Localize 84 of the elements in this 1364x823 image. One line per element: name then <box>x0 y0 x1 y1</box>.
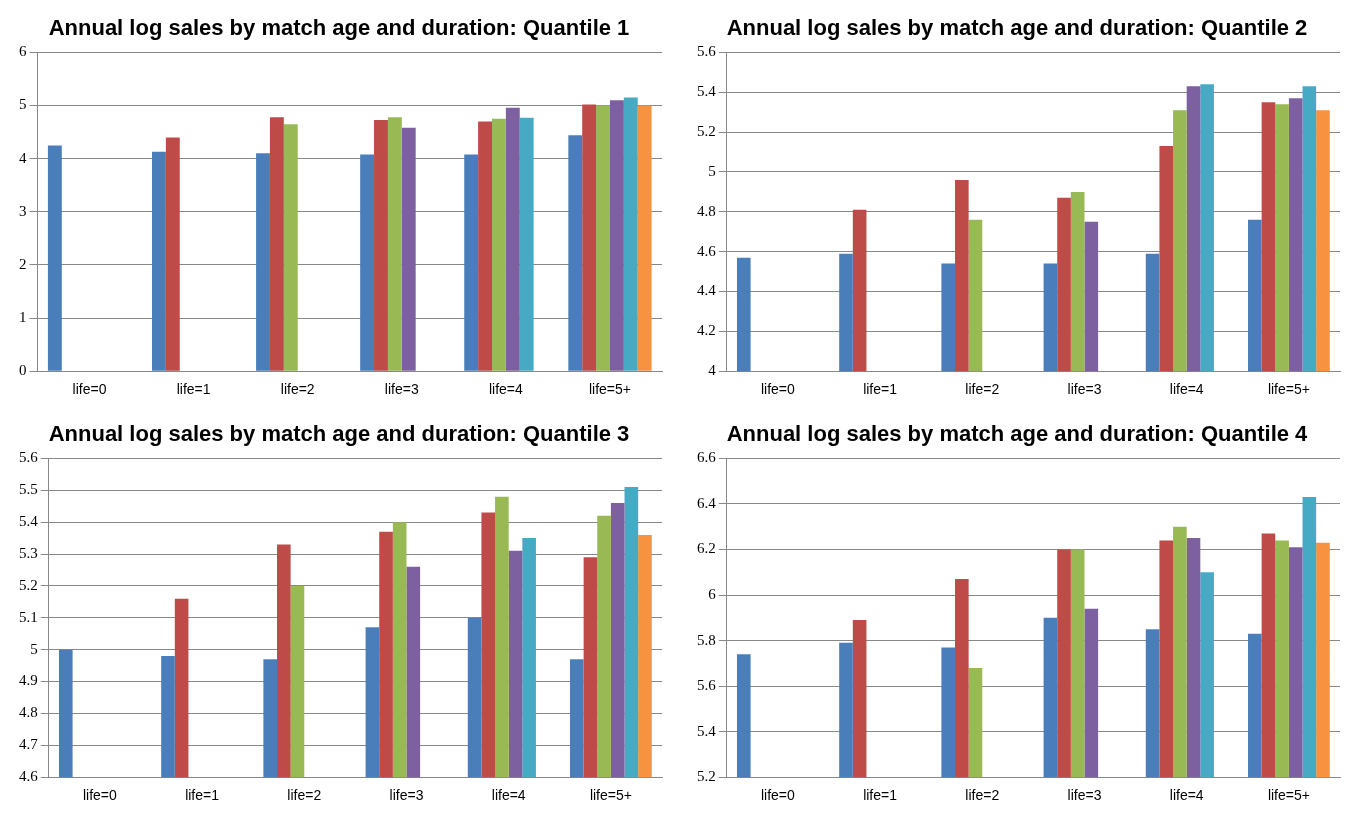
y-tick-label: 6 <box>708 585 717 602</box>
bar <box>387 117 402 371</box>
y-tick-label: 5.2 <box>697 768 716 785</box>
bar <box>360 154 375 371</box>
bar <box>582 104 597 371</box>
bar <box>478 121 492 371</box>
y-tick-label: 5.4 <box>697 83 717 100</box>
chart-title: Annual log sales by match age and duration: Quantile 4 <box>726 421 1309 447</box>
y-tick-label: 4.6 <box>19 768 39 785</box>
bar <box>623 97 638 371</box>
y-tick-label: 5.4 <box>697 722 717 739</box>
y-tick-label: 4.4 <box>697 282 717 299</box>
y-tick-label: 4 <box>19 149 27 166</box>
y-tick-label: 4.7 <box>19 736 39 753</box>
chart-title: Annual log sales by match age and duration: Quantile 2 <box>726 15 1308 41</box>
bar <box>283 124 298 371</box>
x-tick-label: life=0 <box>82 787 117 804</box>
bar <box>609 100 624 371</box>
x-tick-label: life=0 <box>760 787 795 804</box>
x-tick-label: life=3 <box>1067 787 1102 804</box>
bar <box>519 117 534 371</box>
bar <box>256 153 270 371</box>
y-tick-label: 4.8 <box>697 202 716 219</box>
x-tick-label: life=0 <box>72 381 107 398</box>
x-tick-label: life=1 <box>863 381 898 398</box>
y-tick-label: 5.3 <box>19 544 38 561</box>
y-tick-label: 5.4 <box>19 513 39 530</box>
x-tick-label: life=4 <box>1169 787 1204 804</box>
y-tick-label: 5 <box>30 640 38 657</box>
bar <box>505 107 520 371</box>
x-tick-label: life=5+ <box>589 787 632 804</box>
bar <box>401 127 416 371</box>
x-tick-label: life=1 <box>863 787 898 804</box>
y-tick-label: 5.6 <box>697 43 717 60</box>
y-tick-label: 5 <box>708 162 716 179</box>
chart-title: Annual log sales by match age and duration: Quantile 1 <box>48 15 630 41</box>
x-tick-label: life=5+ <box>588 381 631 398</box>
x-tick-label: life=5+ <box>1267 381 1310 398</box>
x-tick-label: life=4 <box>1169 381 1204 398</box>
bar <box>269 117 284 371</box>
bar <box>165 137 180 371</box>
y-tick-label: 2 <box>19 255 27 272</box>
x-tick-label: life=3 <box>384 381 419 398</box>
y-tick-label: 4 <box>708 362 717 379</box>
y-tick-label: 6.6 <box>697 449 717 466</box>
y-tick-label: 5.2 <box>697 123 716 140</box>
y-tick-label: 6 <box>19 43 27 60</box>
chart-title: Annual log sales by match age and duration: Quantile 3 <box>48 421 630 447</box>
x-tick-label: life=0 <box>760 381 795 398</box>
y-tick-label: 6.4 <box>697 494 717 511</box>
y-tick-label: 0 <box>19 362 27 379</box>
y-tick-label: 4.6 <box>697 242 717 259</box>
x-tick-label: life=5+ <box>1267 787 1310 804</box>
y-tick-label: 5.8 <box>697 631 716 648</box>
y-tick-label: 5.1 <box>19 608 38 625</box>
bar <box>492 118 506 371</box>
x-tick-label: life=1 <box>185 787 220 804</box>
y-tick-label: 4.8 <box>19 704 38 721</box>
y-tick-label: 4.2 <box>697 322 716 339</box>
y-tick-label: 5 <box>19 96 27 113</box>
bar <box>47 145 62 371</box>
y-tick-label: 5.6 <box>697 677 717 694</box>
bar <box>637 105 652 371</box>
x-tick-label: life=4 <box>491 787 526 804</box>
y-tick-label: 6.2 <box>697 540 716 557</box>
y-tick-label: 4.9 <box>19 672 38 689</box>
x-tick-label: life=2 <box>287 787 322 804</box>
bar <box>464 154 479 371</box>
y-tick-label: 1 <box>19 309 27 325</box>
y-tick-label: 5.5 <box>19 481 38 498</box>
x-tick-label: life=1 <box>176 381 211 398</box>
bar <box>596 105 610 371</box>
y-tick-label: 3 <box>19 202 27 219</box>
x-tick-label: life=3 <box>1067 381 1102 398</box>
x-tick-label: life=2 <box>280 381 315 398</box>
x-tick-label: life=4 <box>488 381 524 398</box>
y-tick-label: 5.6 <box>19 449 39 466</box>
x-tick-label: life=2 <box>965 787 1000 804</box>
bar <box>568 135 583 371</box>
bar <box>151 151 166 371</box>
x-tick-label: life=2 <box>965 381 1000 398</box>
bar <box>374 119 388 371</box>
y-tick-label: 5.2 <box>19 576 38 593</box>
x-tick-label: life=3 <box>389 787 424 804</box>
